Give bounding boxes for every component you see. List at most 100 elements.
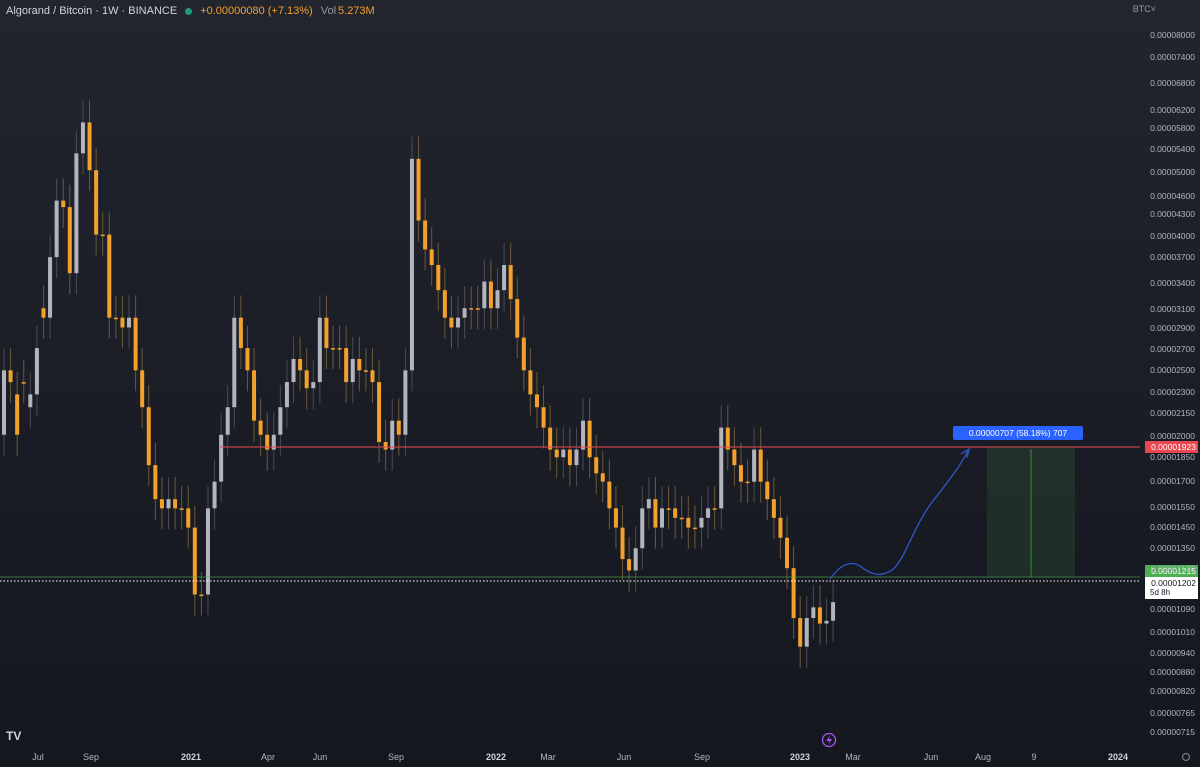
price-tick-label: 0.00001010 xyxy=(1150,627,1195,637)
price-tick-label: 0.00002900 xyxy=(1150,323,1195,333)
tradingview-logo-icon[interactable]: TV xyxy=(6,729,22,743)
market-status-dot-icon xyxy=(185,7,193,15)
candle-body xyxy=(238,317,243,349)
time-tick-label: Jun xyxy=(313,752,328,762)
currency-label: BTC xyxy=(1132,4,1151,14)
candle-body xyxy=(311,382,316,389)
candle-body xyxy=(692,527,697,530)
candle-body xyxy=(738,465,743,482)
candle-body xyxy=(811,607,816,619)
price-tick-label: 0.00001450 xyxy=(1150,522,1195,532)
candle-body xyxy=(817,607,822,624)
currency-selector[interactable]: BTC˅ xyxy=(1133,4,1156,14)
chart-overlay: 0.00000707 (58.18%) 7070.000019230.00001… xyxy=(0,426,1198,599)
candle-body xyxy=(2,370,6,435)
candle-body xyxy=(133,317,138,371)
candle-body xyxy=(258,420,263,435)
candle-body xyxy=(205,508,210,595)
price-tick-label: 0.00002000 xyxy=(1150,431,1195,441)
candle-body xyxy=(94,170,99,235)
symbol-title[interactable]: Algorand / Bitcoin · 1W · BINANCE xyxy=(6,5,178,17)
gear-icon[interactable] xyxy=(1181,752,1191,762)
candle-body xyxy=(284,382,289,408)
candle-body xyxy=(607,481,612,509)
candle-body xyxy=(199,594,204,597)
measure-label-box xyxy=(953,426,1083,440)
candle-body xyxy=(462,308,467,318)
candle-body xyxy=(732,449,737,466)
candle-body xyxy=(785,537,790,569)
price-tick-label: 0.00005800 xyxy=(1150,123,1195,133)
price-tick-label: 0.00000880 xyxy=(1150,667,1195,677)
candle-body xyxy=(699,517,704,528)
candle-body xyxy=(350,358,355,383)
candle-body xyxy=(548,427,553,450)
candle-body xyxy=(581,420,586,450)
candle-body xyxy=(771,499,776,518)
candle-body xyxy=(758,449,763,482)
candle-body xyxy=(344,348,349,383)
price-tick-label: 0.00003700 xyxy=(1150,252,1195,262)
candlestick-series xyxy=(2,100,836,668)
candle-body xyxy=(765,481,770,500)
candle-body xyxy=(278,407,283,435)
candle-body xyxy=(252,370,257,421)
symbol-header: Algorand / Bitcoin · 1W · BINANCE +0.000… xyxy=(6,5,375,17)
time-tick-label: Mar xyxy=(540,752,556,762)
candle-body xyxy=(706,508,711,518)
candle-body xyxy=(429,249,434,266)
candle-body xyxy=(673,508,678,518)
resistance-price-label: 0.00001923 xyxy=(1151,442,1196,452)
candle-body xyxy=(107,234,112,318)
time-axis: Jul Sep 2021 Apr Jun Sep 2022 Mar Jun Sep 2023 Mar J… xyxy=(32,732,1191,762)
time-tick-label: Jul xyxy=(32,752,44,762)
candle-body xyxy=(179,508,184,510)
candle-body xyxy=(567,449,572,466)
price-change: +0.00000080 (+7.13%) xyxy=(200,5,313,17)
candle-body xyxy=(778,517,783,538)
event-lightning-icon[interactable] xyxy=(821,732,837,748)
candle-body xyxy=(28,394,33,408)
candle-body xyxy=(409,158,414,371)
candle-body xyxy=(449,317,454,328)
candle-body xyxy=(304,370,309,389)
projection-arrow[interactable] xyxy=(829,450,969,580)
candle-body xyxy=(666,508,671,510)
candle-body xyxy=(752,449,757,482)
time-tick-label: Mar xyxy=(845,752,861,762)
support-price-label: 0.00001215 xyxy=(1151,566,1196,576)
candle-body xyxy=(403,370,408,435)
candle-body xyxy=(791,568,796,619)
candle-body xyxy=(456,317,461,328)
candle-body xyxy=(686,517,691,528)
candle-body xyxy=(21,382,26,384)
candle-body xyxy=(436,265,441,291)
candle-body xyxy=(357,358,362,371)
time-tick-label: Jun xyxy=(617,752,632,762)
candle-body xyxy=(528,370,533,395)
candle-body xyxy=(831,602,836,621)
candle-body xyxy=(396,420,401,435)
candle-body xyxy=(574,449,579,466)
candle-body xyxy=(502,265,507,291)
time-tick-label: Sep xyxy=(388,752,404,762)
candle-body xyxy=(159,499,164,509)
candle-body xyxy=(824,620,829,624)
candle-body xyxy=(627,559,632,571)
candle-body xyxy=(298,358,303,371)
price-tick-label: 0.00001090 xyxy=(1150,604,1195,614)
candle-body xyxy=(370,370,375,383)
candle-body xyxy=(633,548,638,571)
candle-body xyxy=(192,527,197,595)
time-tick-label: Jun xyxy=(924,752,939,762)
candle-body xyxy=(495,290,500,309)
candle-body xyxy=(640,508,645,549)
candle-body xyxy=(245,348,250,371)
lightning-icon xyxy=(826,735,832,745)
price-tick-label: 0.00002500 xyxy=(1150,365,1195,375)
candle-body xyxy=(127,317,132,328)
candle-body xyxy=(541,407,546,428)
price-tick-label: 0.00002300 xyxy=(1150,387,1195,397)
candle-body xyxy=(745,481,750,484)
